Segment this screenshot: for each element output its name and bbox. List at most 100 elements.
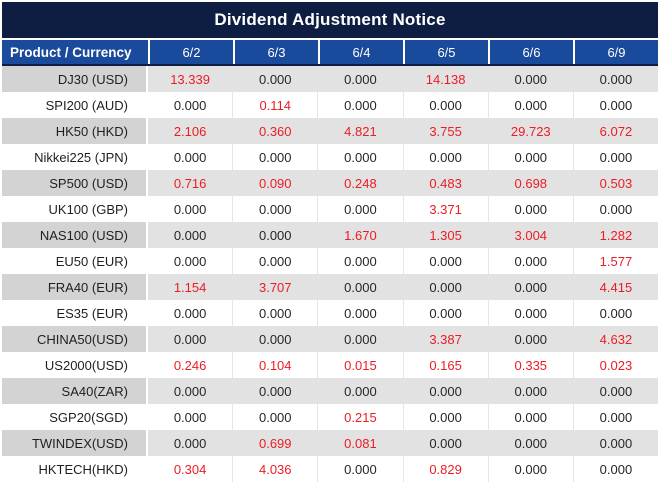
table-row: NAS100 (USD) 0.000 0.000 1.670 1.305 3.004 1.… <box>2 222 659 248</box>
value-cell: 0.000 <box>402 248 488 274</box>
product-label: NAS100 (USD) <box>2 222 148 248</box>
value-cell: 0.248 <box>317 170 403 196</box>
value-cell: 29.723 <box>487 118 573 144</box>
value-cell: 0.360 <box>232 118 318 144</box>
table-row: FRA40 (EUR) 1.154 3.707 0.000 0.000 0.000 4.4… <box>2 274 659 300</box>
product-label: EU50 (EUR) <box>2 248 148 274</box>
value-cell: 1.577 <box>572 248 659 274</box>
value-cell: 0.000 <box>232 326 318 352</box>
table-row: ES35 (EUR) 0.000 0.000 0.000 0.000 0.000 0.00… <box>2 300 659 326</box>
value-cell: 0.000 <box>317 248 403 274</box>
value-cell: 0.000 <box>148 430 233 456</box>
value-cell: 0.090 <box>232 170 318 196</box>
product-label: FRA40 (EUR) <box>2 274 148 300</box>
value-cell: 0.000 <box>487 92 573 118</box>
product-label: Nikkei225 (JPN) <box>2 144 148 170</box>
table-row: HK50 (HKD) 2.106 0.360 4.821 3.755 29.723 6.0… <box>2 118 659 144</box>
product-label: HK50 (HKD) <box>2 118 148 144</box>
dividend-table: Product / Currency 6/2 6/3 6/4 6/5 6/6 6/9 DJ… <box>2 40 659 482</box>
value-cell: 1.305 <box>402 222 488 248</box>
value-cell: 0.698 <box>487 170 573 196</box>
value-cell: 3.004 <box>487 222 573 248</box>
value-cell: 0.000 <box>402 144 488 170</box>
value-cell: 4.821 <box>317 118 403 144</box>
value-cell: 0.000 <box>148 248 233 274</box>
value-cell: 0.000 <box>148 222 233 248</box>
product-label: UK100 (GBP) <box>2 196 148 222</box>
value-cell: 0.000 <box>487 248 573 274</box>
table-row: Nikkei225 (JPN) 0.000 0.000 0.000 0.000 0.00… <box>2 144 659 170</box>
value-cell: 3.755 <box>402 118 488 144</box>
value-cell: 0.000 <box>402 430 488 456</box>
page-title: Dividend Adjustment Notice <box>214 10 446 29</box>
value-cell: 0.000 <box>572 92 659 118</box>
value-cell: 0.000 <box>148 300 233 326</box>
value-cell: 0.829 <box>402 456 488 482</box>
value-cell: 0.000 <box>232 222 318 248</box>
column-header-date: 6/3 <box>233 40 318 64</box>
value-cell: 0.000 <box>148 196 233 222</box>
value-cell: 14.138 <box>402 66 488 92</box>
product-label: US2000(USD) <box>2 352 148 378</box>
value-cell: 0.716 <box>148 170 233 196</box>
value-cell: 0.000 <box>148 326 233 352</box>
product-label: TWINDEX(USD) <box>2 430 148 456</box>
value-cell: 0.000 <box>317 92 403 118</box>
value-cell: 0.000 <box>572 144 659 170</box>
table-row: US2000(USD) 0.246 0.104 0.015 0.165 0.335 0.0… <box>2 352 659 378</box>
table-row: DJ30 (USD) 13.339 0.000 0.000 14.138 0.000 0.… <box>2 66 659 92</box>
value-cell: 0.000 <box>402 274 488 300</box>
table-row: TWINDEX(USD) 0.000 0.699 0.081 0.000 0.000 0.… <box>2 430 659 456</box>
value-cell: 0.000 <box>232 196 318 222</box>
value-cell: 0.503 <box>572 170 659 196</box>
value-cell: 13.339 <box>148 66 233 92</box>
value-cell: 0.000 <box>317 66 403 92</box>
value-cell: 1.154 <box>148 274 233 300</box>
table-row: SGP20(SGD) 0.000 0.000 0.215 0.000 0.000 0.00… <box>2 404 659 430</box>
value-cell: 0.000 <box>148 404 233 430</box>
table-header-row: Product / Currency 6/2 6/3 6/4 6/5 6/6 6/9 <box>2 40 658 66</box>
value-cell: 0.000 <box>487 430 573 456</box>
value-cell: 0.000 <box>317 144 403 170</box>
value-cell: 0.000 <box>232 66 318 92</box>
table-row: EU50 (EUR) 0.000 0.000 0.000 0.000 0.000 1.57… <box>2 248 659 274</box>
value-cell: 2.106 <box>148 118 233 144</box>
value-cell: 0.000 <box>402 404 488 430</box>
value-cell: 0.000 <box>487 456 573 482</box>
table-row: HKTECH(HKD) 0.304 4.036 0.000 0.829 0.000 0.0… <box>2 456 659 482</box>
product-label: DJ30 (USD) <box>2 66 148 92</box>
value-cell: 0.000 <box>232 144 318 170</box>
table-row: CHINA50(USD) 0.000 0.000 0.000 3.387 0.000 4.… <box>2 326 659 352</box>
value-cell: 0.335 <box>487 352 573 378</box>
value-cell: 0.000 <box>317 378 403 404</box>
column-header-date: 6/9 <box>573 40 658 64</box>
value-cell: 0.000 <box>232 404 318 430</box>
value-cell: 0.000 <box>402 378 488 404</box>
value-cell: 0.000 <box>572 196 659 222</box>
column-header-date: 6/2 <box>148 40 233 64</box>
value-cell: 0.215 <box>317 404 403 430</box>
value-cell: 1.670 <box>317 222 403 248</box>
value-cell: 0.000 <box>487 378 573 404</box>
product-label: SP500 (USD) <box>2 170 148 196</box>
product-label: CHINA50(USD) <box>2 326 148 352</box>
column-header-date: 6/6 <box>488 40 573 64</box>
value-cell: 0.000 <box>487 144 573 170</box>
value-cell: 0.000 <box>232 378 318 404</box>
value-cell: 0.000 <box>487 66 573 92</box>
value-cell: 3.371 <box>402 196 488 222</box>
value-cell: 0.000 <box>487 300 573 326</box>
column-header-date: 6/5 <box>403 40 488 64</box>
value-cell: 0.000 <box>572 430 659 456</box>
value-cell: 3.707 <box>232 274 318 300</box>
product-label: SGP20(SGD) <box>2 404 148 430</box>
table-row: SPI200 (AUD) 0.000 0.114 0.000 0.000 0.000 0.… <box>2 92 659 118</box>
value-cell: 0.081 <box>317 430 403 456</box>
column-header-date: 6/4 <box>318 40 403 64</box>
table-body: DJ30 (USD) 13.339 0.000 0.000 14.138 0.000 0.… <box>2 66 659 482</box>
value-cell: 0.000 <box>572 456 659 482</box>
value-cell: 0.000 <box>232 300 318 326</box>
value-cell: 0.000 <box>148 92 233 118</box>
value-cell: 0.000 <box>317 300 403 326</box>
value-cell: 3.387 <box>402 326 488 352</box>
